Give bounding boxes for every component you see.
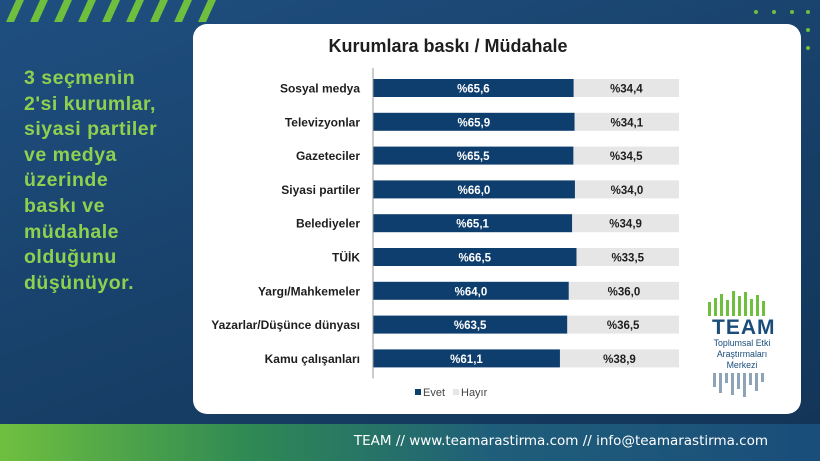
category-label: Sosyal medya xyxy=(280,82,360,96)
data-label-hayir: %38,9 xyxy=(603,354,636,366)
bar-hayir xyxy=(574,180,679,199)
category-label: TÜİK xyxy=(332,250,360,265)
category-label: Kamu çalışanları xyxy=(265,352,360,366)
category-label: Gazeteciler xyxy=(296,149,360,163)
decorative-slashes xyxy=(6,0,216,22)
team-logo-bars xyxy=(708,291,765,316)
bar-hayir xyxy=(572,214,679,233)
data-label-hayir: %34,9 xyxy=(609,219,642,231)
legend-swatch-hayir xyxy=(453,389,459,395)
data-label-hayir: %36,5 xyxy=(607,320,640,332)
data-label-evet: %65,5 xyxy=(457,151,490,163)
category-label: Yazarlar/Düşünce dünyası xyxy=(211,318,360,332)
chart-title: Kurumlara baskı / Müdahale xyxy=(328,36,568,56)
legend-swatch-evet xyxy=(415,389,421,395)
bar-hayir xyxy=(574,112,679,131)
bar-evet xyxy=(373,112,575,131)
bar-evet xyxy=(373,146,574,165)
data-label-hayir: %34,5 xyxy=(610,151,643,163)
logo-subtitle: Toplumsal Etki Araştırmaları Merkezi xyxy=(713,338,771,370)
bar-hayir xyxy=(576,248,679,266)
bar-chart: Sosyal medya %65,6 %34,4 Televizyonlar %65,9… xyxy=(211,68,679,399)
data-label-evet: %61,1 xyxy=(450,354,483,366)
footer-bar xyxy=(0,424,820,461)
data-label-evet: %66,0 xyxy=(458,185,491,197)
data-label-evet: %65,6 xyxy=(457,84,490,96)
logo-wordmark: TEAM xyxy=(712,316,776,339)
bar-evet xyxy=(373,281,569,300)
category-label: Televizyonlar xyxy=(285,115,360,129)
data-label-hayir: %36,0 xyxy=(608,286,641,298)
data-label-evet: %65,9 xyxy=(458,117,491,129)
bar-hayir xyxy=(568,281,679,300)
category-label: Siyasi partiler xyxy=(281,183,360,197)
data-label-hayir: %34,0 xyxy=(611,185,644,197)
footer-text: TEAM // www.teamarastirma.com // info@te… xyxy=(353,433,768,449)
data-label-evet: %63,5 xyxy=(454,320,487,332)
data-label-evet: %64,0 xyxy=(455,286,488,298)
category-label: Yargı/Mahkemeler xyxy=(258,284,360,298)
bar-hayir xyxy=(573,146,679,165)
legend-label-evet: Evet xyxy=(423,387,445,399)
bar-evet xyxy=(373,180,575,199)
bar-evet xyxy=(373,248,577,266)
bar-evet xyxy=(373,349,560,368)
data-label-evet: %66,5 xyxy=(458,253,491,265)
category-label: Belediyeler xyxy=(296,217,360,231)
headline: 3 seçmenin 2'si kurumlar, siyasi partile… xyxy=(24,67,158,294)
bar-evet xyxy=(373,79,574,97)
data-label-hayir: %34,4 xyxy=(610,84,643,96)
bar-hayir xyxy=(567,315,679,334)
bar-hayir xyxy=(573,79,679,97)
bar-evet xyxy=(373,214,573,233)
data-label-evet: %65,1 xyxy=(456,219,489,231)
bar-hayir xyxy=(559,349,679,368)
bar-evet xyxy=(373,315,568,334)
team-logo-bars-bottom xyxy=(713,373,764,397)
data-label-hayir: %33,5 xyxy=(611,253,644,265)
legend-label-hayir: Hayır xyxy=(461,387,488,399)
data-label-hayir: %34,1 xyxy=(611,117,644,129)
